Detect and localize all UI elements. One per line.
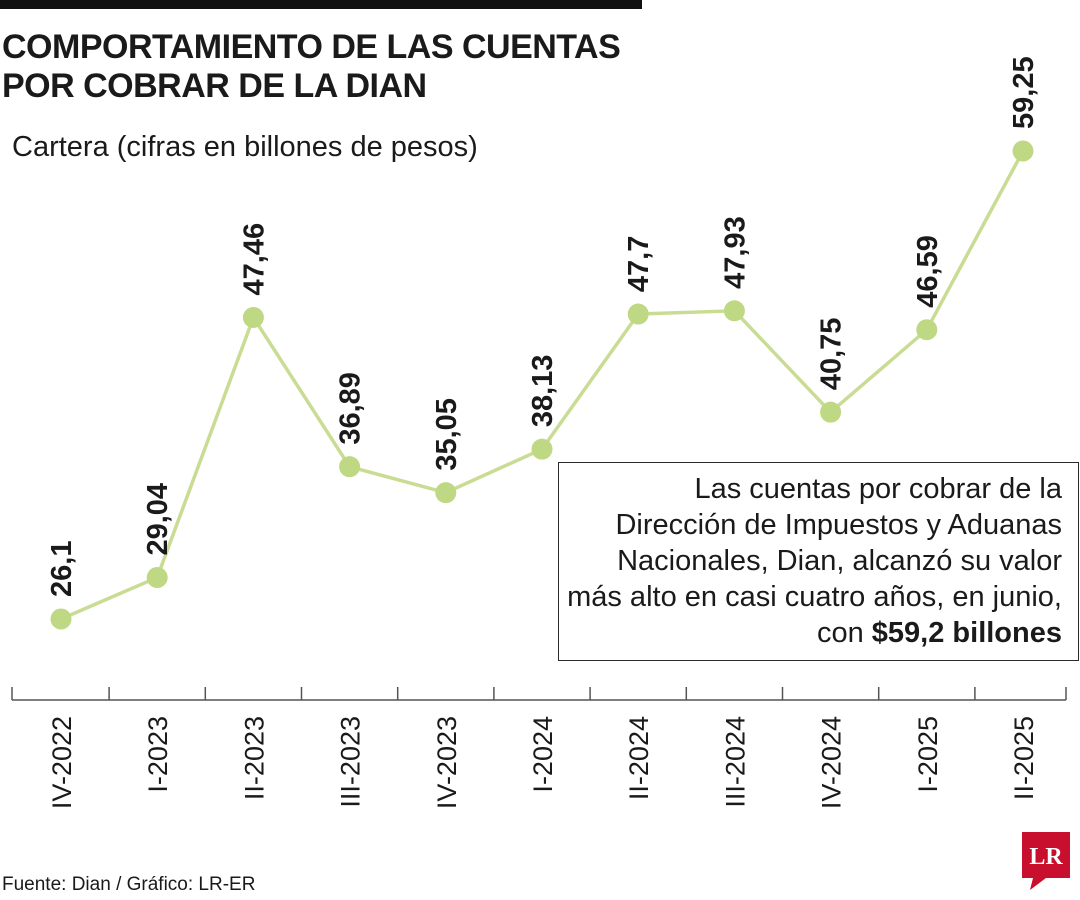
data-point-IV-2024: [820, 401, 842, 423]
data-label-II-2023: 47,46: [238, 223, 270, 296]
annotation-text: Las cuentas por cobrar de la Dirección d…: [567, 473, 1062, 649]
x-tick-label-I-2023: I-2023: [143, 716, 173, 793]
data-label-II-2024: 47,7: [623, 236, 655, 292]
x-tick-label-III-2024: III-2024: [720, 716, 750, 808]
data-point-IV-2023: [435, 482, 457, 504]
data-point-II-2025: [1012, 140, 1034, 162]
chart-title-line-1: COMPORTAMIENTO DE LAS CUENTAS: [2, 28, 621, 66]
chart-title-line-2: POR COBRAR DE LA DIAN: [2, 67, 427, 105]
top-rule: [0, 0, 642, 9]
data-label-I-2023: 29,04: [142, 483, 174, 556]
data-label-III-2023: 36,89: [335, 372, 367, 445]
data-label-I-2024: 38,13: [527, 355, 559, 428]
data-label-II-2025: 59,25: [1008, 56, 1040, 129]
x-tick-label-IV-2023: IV-2023: [432, 716, 462, 809]
marker-layer: [50, 140, 1034, 630]
data-point-II-2023: [242, 306, 264, 328]
data-label-layer: 26,1 29,04 47,46 36,89 35,05 38,13 47,7 47,93 40…: [46, 56, 1040, 597]
data-label-I-2025: 46,59: [912, 235, 944, 308]
lr-logo-text: LR: [1029, 844, 1063, 870]
data-label-IV-2023: 35,05: [431, 398, 463, 471]
data-label-IV-2022: 26,1: [46, 541, 78, 597]
data-point-IV-2022: [50, 608, 72, 630]
x-tick-label-I-2024: I-2024: [528, 716, 558, 793]
x-tick-label-I-2025: I-2025: [913, 716, 943, 793]
data-point-II-2024: [627, 303, 649, 325]
chart-subtitle: Cartera (cifras en billones de pesos): [12, 131, 478, 163]
tick-label-layer: IV-2022 I-2023 II-2023 III-2023 IV-2023 I-202…: [47, 716, 1039, 809]
data-label-III-2024: 47,93: [719, 216, 751, 289]
data-point-III-2023: [339, 456, 361, 478]
x-tick-label-II-2025: II-2025: [1009, 716, 1039, 800]
data-point-I-2024: [531, 438, 553, 460]
x-tick-label-III-2023: III-2023: [336, 716, 366, 808]
data-label-IV-2024: 40,75: [816, 318, 848, 391]
lr-logo: LR: [1022, 832, 1070, 890]
x-tick-label-IV-2024: IV-2024: [817, 716, 847, 809]
x-tick-label-II-2024: II-2024: [624, 716, 654, 800]
x-tick-label-II-2023: II-2023: [239, 716, 269, 800]
annotation-highlight: $59,2 billones: [871, 617, 1062, 649]
x-tick-label-IV-2022: IV-2022: [47, 716, 77, 809]
annotation-box: Las cuentas por cobrar de la Dirección d…: [558, 462, 1079, 661]
data-point-III-2024: [723, 300, 745, 322]
source-credit: Fuente: Dian / Gráfico: LR-ER: [2, 874, 256, 895]
chart-title: COMPORTAMIENTO DE LAS CUENTAS POR COBRAR…: [2, 28, 702, 106]
x-axis: [11, 687, 1067, 701]
data-point-I-2023: [146, 566, 168, 588]
data-point-I-2025: [916, 319, 938, 341]
